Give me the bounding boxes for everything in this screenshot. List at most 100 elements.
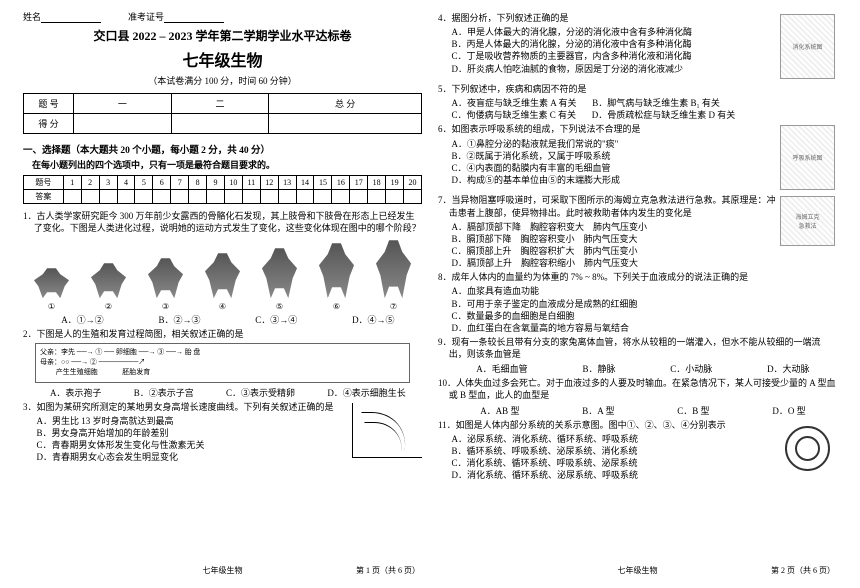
grid-h: 18	[368, 176, 386, 190]
grid-c	[332, 190, 350, 204]
figure-person	[372, 240, 416, 298]
fig-label: ⑥	[333, 302, 340, 311]
ring-inner	[795, 436, 820, 461]
grid-c	[224, 190, 242, 204]
q2-opt-c: C．③表示受精卵	[226, 386, 295, 399]
score-cell-total	[269, 114, 422, 134]
q1-opt-b: B．②→③	[158, 313, 200, 326]
grid-c	[171, 190, 189, 204]
fig-label: ⑦	[390, 302, 397, 311]
grid-c	[260, 190, 278, 204]
q1-options: A．①→② B．②→③ C．③→④ D．④→⑤	[34, 313, 422, 326]
diag-mid1: 卵细胞	[116, 348, 137, 356]
ring-outer	[785, 426, 830, 471]
q11-block: 11．如图是人体内部分系统的关系示意图。图中①、②、③、④分别表示 A．泌尿系统…	[438, 419, 837, 482]
q6-block: 呼吸系统图 6．如图表示呼吸系统的组成，下列说法不合理的是 A．①鼻腔分泌的黏液…	[438, 123, 837, 192]
q1-opt-d: D．④→⑤	[352, 313, 395, 326]
q5-row1: A．夜盲症与缺乏维生素 A 有关 B．脚气病与缺乏维生素 B₁ 有关	[452, 97, 838, 109]
fig-label: ③	[162, 302, 169, 311]
grid-h: 19	[386, 176, 404, 190]
page-2: 消化系统图 4．据图分析，下列叙述正确的是 A．甲是人体最大的消化腺，分泌的消化…	[430, 10, 845, 578]
q9-opt-d: D．大动脉	[767, 362, 810, 375]
score-total: 总 分	[269, 94, 422, 114]
footer-subject: 七年级生物	[203, 566, 243, 575]
grid-c	[99, 190, 117, 204]
diag-left: 父亲：李先	[40, 348, 75, 356]
fig-label: ⑤	[276, 302, 283, 311]
score-cell-1	[74, 114, 172, 134]
grid-h: 14	[296, 176, 314, 190]
question-8: 8．成年人体内的血量约为体重的 7% ~ 8%。下列关于血液成分的说法正确的是	[438, 271, 837, 283]
grid-h: 9	[207, 176, 225, 190]
figure-person	[258, 248, 302, 298]
page-1: 姓名 准考证号 交口县 2022 – 2023 学年第二学期学业水平达标卷 七年…	[15, 10, 430, 578]
q5-opt-c: C．佝偻病与缺乏维生素 C 有关	[452, 110, 577, 120]
grid-c	[189, 190, 207, 204]
question-5: 5．下列叙述中，疾病和病因不符的是	[438, 83, 837, 95]
q7-opt-d: D．膈顶部上升 胸腔容积缩小 肺内气压变大	[452, 257, 838, 269]
diag-right2: 胚胎发育	[122, 368, 150, 376]
fig-label: ①	[48, 302, 55, 311]
q11-figure	[780, 421, 835, 476]
grid-h: 5	[135, 176, 153, 190]
q7-opt-c: C．膈顶部上升 胸腔容积扩大 肺内气压变小	[452, 245, 838, 257]
question-2: 2．下图是人的生殖和发育过程简图，相关叙述正确的是	[23, 328, 422, 340]
evolution-figure	[23, 238, 422, 298]
grid-h: 12	[260, 176, 278, 190]
grid-h: 6	[153, 176, 171, 190]
score-col-1: 一	[74, 94, 172, 114]
grid-c	[207, 190, 225, 204]
q5-opt-d: D．骨质疏松症与缺乏维生素 D 有关	[592, 110, 736, 120]
q6-figure: 呼吸系统图	[780, 125, 835, 190]
figure-person	[30, 268, 74, 298]
evolution-labels: ① ② ③ ④ ⑤ ⑥ ⑦	[23, 302, 422, 311]
q10-opt-c: C．B 型	[677, 404, 709, 417]
q10-opt-a: A．AB 型	[480, 404, 519, 417]
answer-grid-answer-row: 答案	[24, 190, 422, 204]
q8-opt-a: A．血浆具有造血功能	[452, 285, 838, 297]
name-blank	[41, 13, 101, 23]
answer-grid: 题号 1234567891011121314151617181920 答案	[23, 175, 422, 204]
q7-block: 海姆立克急救法 7．当异物阻塞呼吸道时，可采取下图所示的海姆立克急救法进行急救。…	[438, 194, 837, 269]
q8-opt-c: C．数量最多的血细胞是白细胞	[452, 310, 838, 322]
fig-label: ④	[219, 302, 226, 311]
score-score-label: 得 分	[24, 114, 74, 134]
q7-figure: 海姆立克急救法	[780, 196, 835, 246]
grid-h: 11	[242, 176, 260, 190]
q3-chart	[352, 403, 422, 458]
figure-person	[87, 263, 131, 298]
answer-grid-header-row: 题号 1234567891011121314151617181920	[24, 176, 422, 190]
q1-opt-c: C．③→④	[255, 313, 297, 326]
score-cell-2	[171, 114, 269, 134]
q5-row2: C．佝偻病与缺乏维生素 C 有关 D．骨质疏松症与缺乏维生素 D 有关	[452, 109, 838, 121]
grid-h: 13	[278, 176, 296, 190]
grid-h: 2	[81, 176, 99, 190]
name-label: 姓名	[23, 12, 41, 22]
grid-c	[117, 190, 135, 204]
score-row-label: 题 号	[24, 94, 74, 114]
grid-h: 17	[350, 176, 368, 190]
q9-options: A．毛细血管 B．静脉 C．小动脉 D．大动脉	[449, 362, 837, 375]
title-main: 交口县 2022 – 2023 学年第二学期学业水平达标卷	[23, 27, 422, 44]
title-note: （本试卷满分 100 分，时间 60 分钟）	[23, 74, 422, 87]
question-6: 6．如图表示呼吸系统的组成，下列说法不合理的是	[438, 123, 837, 135]
question-4: 4．据图分析，下列叙述正确的是	[438, 12, 837, 24]
grid-c	[296, 190, 314, 204]
q9-opt-a: A．毛细血管	[476, 362, 528, 375]
grid-num-label: 题号	[24, 176, 64, 190]
diag-right: 胎 盘	[185, 348, 201, 356]
title-subject: 七年级生物	[23, 47, 422, 71]
page-number-2: 第 2 页（共 6 页）	[771, 565, 835, 576]
fig-label: ②	[105, 302, 112, 311]
grid-c	[368, 190, 386, 204]
q8-opt-d: D．血红蛋白在含氧量高的地方容易与氧结合	[452, 322, 838, 334]
diag-bottom: 产生生殖细胞	[56, 368, 98, 376]
grid-c	[81, 190, 99, 204]
grid-c	[404, 190, 422, 204]
grid-h: 1	[63, 176, 81, 190]
score-table: 题 号 一 二 总 分 得 分	[23, 93, 422, 134]
section-1-header: 一、选择题（本大题共 20 个小题，每小题 2 分，共 40 分）	[23, 142, 422, 156]
grid-h: 3	[99, 176, 117, 190]
grid-h: 15	[314, 176, 332, 190]
exam-id-label: 准考证号	[128, 12, 164, 22]
